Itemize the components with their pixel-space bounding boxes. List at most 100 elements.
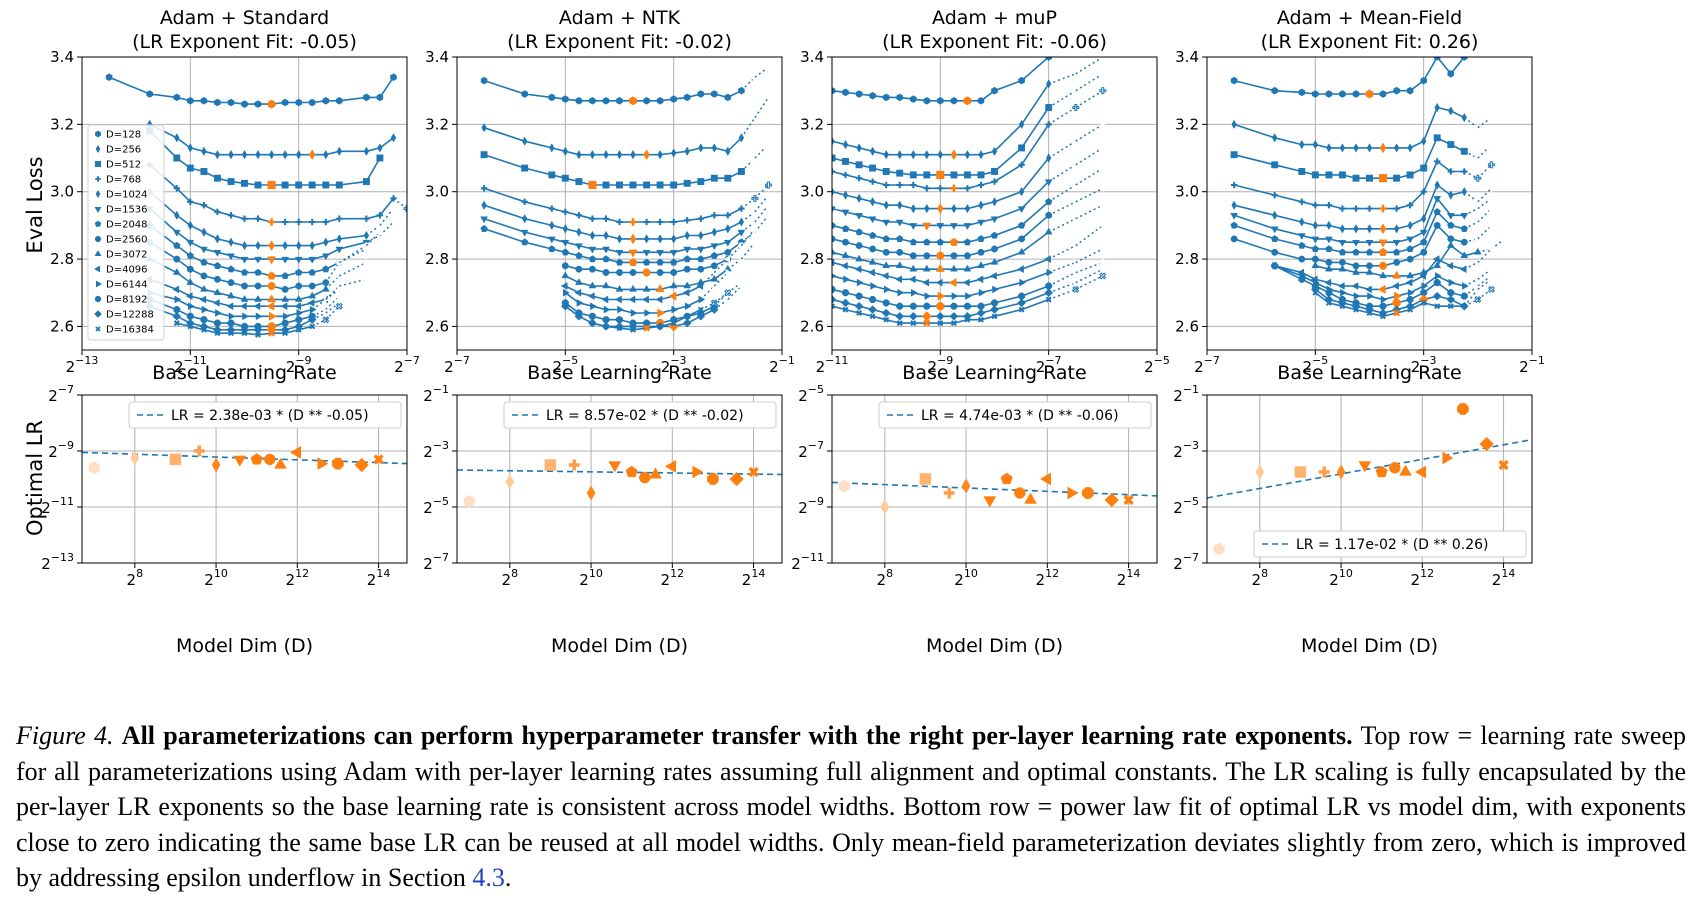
legend-label: D=4096 [106,265,148,276]
data-point [725,224,731,234]
data-point [1448,190,1454,200]
data-point [187,220,193,231]
data-point [188,302,195,311]
x-tick-label: 212 [1036,567,1060,589]
optimum-point [642,268,651,277]
diverged-segment [1463,191,1479,203]
data-point [1339,303,1346,310]
diverged-point [1473,285,1482,294]
data-point [909,223,918,230]
data-point [240,256,249,264]
data-point [588,255,597,263]
data-point [710,251,718,259]
data-point [213,288,222,295]
data-point [253,302,261,311]
data-point [977,248,985,256]
data-point [724,212,731,219]
data-point [1017,247,1026,255]
optimum-point [950,149,958,161]
plot-area [105,73,407,338]
data-point [1366,310,1373,316]
legend-marker [94,207,102,214]
optimum-point [629,218,637,226]
data-point [255,150,261,160]
optimum-point [267,180,276,190]
data-point [1353,292,1361,300]
diverged-segment [406,207,407,209]
data-point [589,320,596,327]
data-point [587,292,595,300]
y-tick-label: 3.2 [50,115,74,133]
data-point [522,214,528,224]
data-point [1447,303,1454,310]
diverged-segment [1075,248,1104,264]
data-point [950,320,957,327]
data-point [589,230,596,241]
data-point [173,255,181,263]
data-point [642,284,651,292]
data-point [977,302,985,310]
data-point [213,250,222,257]
data-point [696,282,704,290]
data-point [711,227,717,237]
panel-title: Adam + Standard [160,7,329,29]
data-point [212,299,220,307]
optimum-point [935,263,945,272]
data-point [991,313,998,320]
diverged-point [751,73,759,81]
axes-frame [81,394,408,564]
data-point [1230,213,1238,220]
diverged-point [335,292,343,300]
optimal-lr-point [373,454,384,465]
data-point [363,230,370,241]
diverged-segment [1048,217,1077,233]
data-point [1312,90,1319,98]
data-point [376,154,384,162]
optimum-point [588,180,597,190]
data-point [1325,202,1333,209]
x-axis-label: Base Learning Rate [902,362,1086,384]
data-point [1046,268,1054,277]
y-tick-label: 3.2 [800,115,824,133]
caption-section-link[interactable]: 4.3 [472,863,505,892]
x-tick-label: 28 [502,567,519,589]
data-point [832,136,835,146]
data-point [951,292,959,300]
data-point [923,252,931,260]
data-point [1366,174,1373,182]
data-point [991,197,998,207]
data-point [335,96,343,105]
x-tick-label: 214 [1117,567,1141,589]
data-point [254,294,262,302]
x-tick-label: 28 [1252,567,1269,589]
diverged-point [377,220,383,230]
plot-area [457,459,782,508]
diverged-point [751,237,759,245]
data-point [1461,57,1468,61]
data-point [1365,267,1374,275]
data-point [589,96,596,105]
legend-marker [96,280,103,288]
optimum-point [643,324,651,332]
y-tick-label: 2−7 [1173,551,1199,573]
data-point [698,295,706,304]
data-point [737,168,745,175]
data-point [738,86,745,95]
data-point [1017,221,1026,229]
optimum-point [629,233,637,245]
data-point [684,230,690,241]
data-point [856,310,863,316]
diverged-segment [1048,73,1077,85]
diverged-segment [338,248,367,264]
data-point [698,230,704,241]
data-point [1044,255,1051,263]
data-point [709,305,719,314]
data-point [174,133,180,143]
data-point [923,185,930,192]
data-point [1045,197,1053,205]
data-point [617,305,625,314]
data-point [684,146,690,156]
x-tick-label: 2−11 [174,354,207,376]
data-point [882,235,890,242]
y-tick-label: 2.8 [50,250,74,268]
